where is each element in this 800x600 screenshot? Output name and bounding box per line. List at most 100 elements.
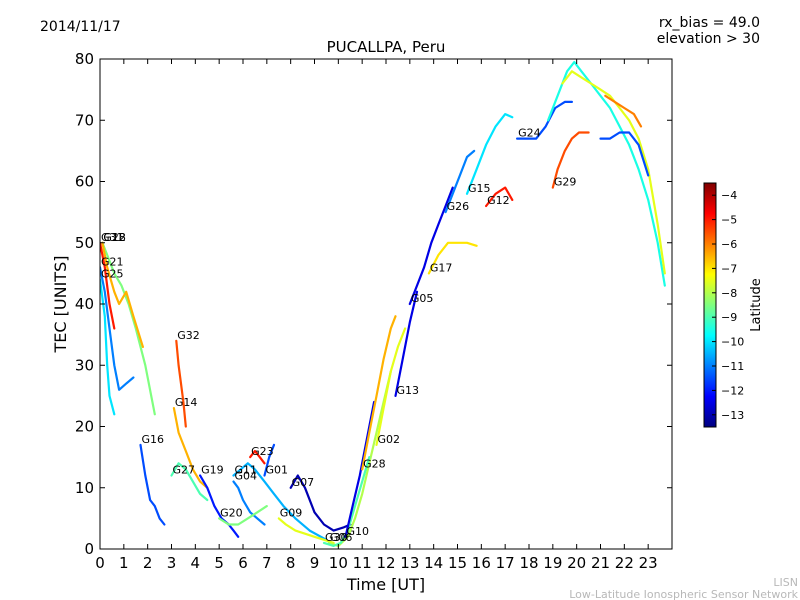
y-tick-label: 10 <box>75 479 94 497</box>
series-g32 <box>175 339 187 428</box>
series-track-32 <box>604 94 643 128</box>
colorbar-tick-label: −10 <box>721 336 744 349</box>
series-track-30 <box>547 61 666 287</box>
date-label: 2014/11/17 <box>40 19 121 35</box>
series-g12 <box>485 186 514 208</box>
series-g10 <box>344 400 376 538</box>
series-g04 <box>232 480 266 526</box>
prn-label-g15: G15 <box>468 182 491 195</box>
prn-label-g27: G27 <box>173 464 196 477</box>
prn-label-g29: G29 <box>554 176 577 189</box>
prn-label-g16: G16 <box>142 433 165 446</box>
series-g24 <box>516 100 573 140</box>
x-tick-label: 21 <box>591 554 610 572</box>
colorbar-tick-label: −6 <box>721 238 737 251</box>
prn-label-g25: G25 <box>101 268 124 281</box>
rx-bias-label: rx_bias = 49.0 <box>659 15 760 31</box>
prn-label-g22: G22 <box>103 231 126 244</box>
x-tick-label: 8 <box>286 554 296 572</box>
y-axis-label: TEC [UNITS] <box>51 256 70 354</box>
x-tick-label: 14 <box>424 554 443 572</box>
colorbar-tick-label: −7 <box>721 262 737 275</box>
prn-label-g12: G12 <box>487 194 510 207</box>
prn-label-g13: G13 <box>397 384 420 397</box>
x-tick-label: 2 <box>143 554 153 572</box>
x-tick-label: 23 <box>639 554 658 572</box>
prn-label-g30: G30 <box>325 531 348 544</box>
y-tick-label: 40 <box>75 295 94 313</box>
x-tick-label: 20 <box>567 554 586 572</box>
series-g01 <box>263 443 276 477</box>
x-tick-label: 11 <box>353 554 372 572</box>
prn-label-g14: G14 <box>175 396 198 409</box>
x-tick-label: 1 <box>119 554 129 572</box>
y-tick-label: 30 <box>75 356 94 374</box>
credit-line1: LISN <box>773 576 798 589</box>
prn-label-g20: G20 <box>220 506 243 519</box>
series-g17 <box>427 241 478 275</box>
series-g26 <box>444 149 476 214</box>
prn-label-g26: G26 <box>447 200 470 213</box>
colorbar-tick-label: −13 <box>721 409 744 422</box>
series-g31 <box>100 241 116 330</box>
x-tick-label: 5 <box>214 554 224 572</box>
prn-label-g06: G06 <box>330 531 353 544</box>
series-g13 <box>394 290 419 397</box>
y-tick-label: 0 <box>84 540 94 558</box>
y-tick-label: 60 <box>75 173 94 191</box>
series-layer <box>100 61 666 547</box>
prn-label-g04: G04 <box>234 470 257 483</box>
series-g23 <box>249 449 266 465</box>
prn-label-g02: G02 <box>377 433 400 446</box>
series-g15 <box>465 113 514 195</box>
y-tick-label: 50 <box>75 234 94 252</box>
colorbar-label: Latitude <box>749 278 764 332</box>
series-g11 <box>232 462 328 541</box>
prn-label-g24: G24 <box>518 127 541 140</box>
prn-label-g23: G23 <box>251 445 274 458</box>
series-g20 <box>218 505 268 526</box>
chart-title: PUCALLPA, Peru <box>327 38 446 56</box>
colorbar-tick-label: −12 <box>721 384 744 397</box>
x-tick-label: 9 <box>310 554 320 572</box>
prn-label-g17: G17 <box>430 261 453 274</box>
series-g02 <box>375 327 407 446</box>
series-g18 <box>101 241 144 348</box>
prn-label-g28: G28 <box>363 457 386 470</box>
colorbar-tick-label: −4 <box>721 189 737 202</box>
prn-label-g32: G32 <box>177 329 200 342</box>
prn-label-g10: G10 <box>346 525 369 538</box>
series-g28 <box>361 315 397 471</box>
colorbar-tick-label: −11 <box>721 360 744 373</box>
prn-label-g31: G31 <box>101 231 124 244</box>
prn-label-g21: G21 <box>101 255 124 268</box>
prn-label-g05: G05 <box>411 292 434 305</box>
prn-label-g19: G19 <box>201 464 224 477</box>
x-ticks: 0 1 2 3 4 5 6 7 8 9 10 11 12 13 14 15 16 17 18 19 20 21 22 23 <box>95 59 658 572</box>
y-ticks: 0 10 20 30 40 50 60 70 80 <box>75 50 672 558</box>
y-tick-label: 20 <box>75 418 94 436</box>
x-tick-label: 19 <box>543 554 562 572</box>
x-axis-label: Time [UT] <box>346 575 425 594</box>
x-tick-label: 15 <box>448 554 467 572</box>
series-g14 <box>172 407 209 489</box>
credit-line2: Low-Latitude Ionospheric Sensor Network <box>569 588 798 600</box>
x-tick-label: 12 <box>376 554 395 572</box>
series-g16 <box>139 443 166 526</box>
series-g05 <box>408 186 454 306</box>
series-track-33 <box>599 131 650 177</box>
prn-label-g18: G18 <box>103 231 126 244</box>
x-tick-label: 4 <box>191 554 201 572</box>
y-tick-label: 80 <box>75 50 94 68</box>
x-tick-label: 13 <box>400 554 419 572</box>
x-tick-label: 6 <box>238 554 248 572</box>
series-g27 <box>170 462 209 502</box>
elevation-label: elevation > 30 <box>657 31 760 47</box>
series-g07 <box>289 474 352 532</box>
prn-label-g09: G09 <box>280 506 303 519</box>
x-tick-label: 3 <box>167 554 177 572</box>
colorbar-tick-label: −9 <box>721 311 737 324</box>
series-g21 <box>100 266 135 391</box>
